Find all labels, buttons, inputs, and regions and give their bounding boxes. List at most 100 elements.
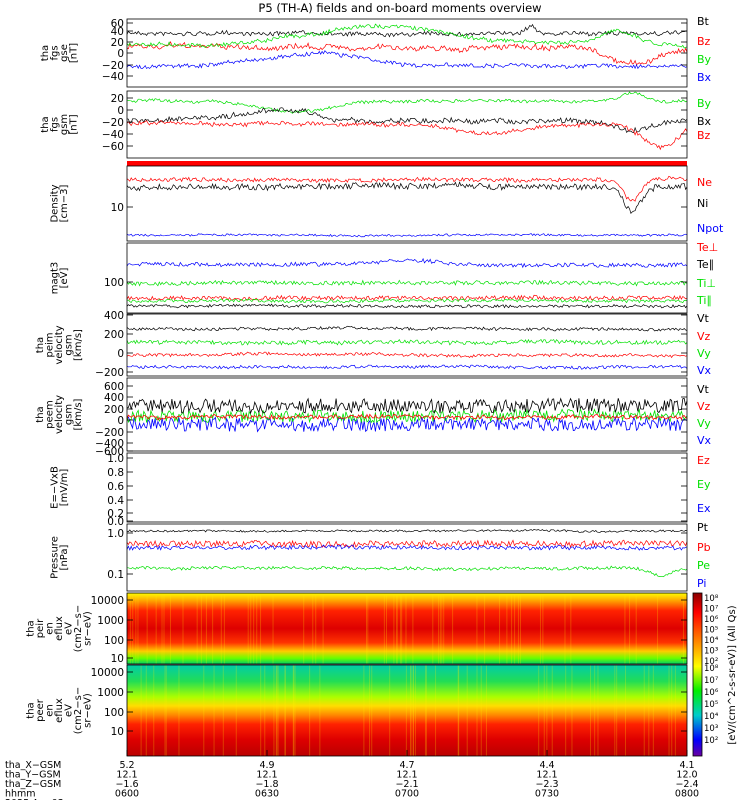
colorbar-tick: 10³ bbox=[704, 724, 718, 734]
y-axis-label: gse bbox=[59, 44, 70, 62]
legend-Vt: Vt bbox=[697, 312, 710, 325]
y-axis-label: magt3 bbox=[49, 262, 60, 295]
y-tick-label: 200 bbox=[104, 404, 124, 416]
spectrogram-peir bbox=[127, 593, 687, 664]
y-tick-label: 0.0 bbox=[107, 516, 124, 528]
y-tick-label: 0.4 bbox=[107, 495, 124, 507]
colorbar-tick: 10⁷ bbox=[704, 605, 719, 615]
trace-density-1 bbox=[126, 181, 688, 214]
legend-Ez: Ez bbox=[697, 454, 710, 467]
panel-density: 10 Density[cm−3] Ne Ni Npot bbox=[49, 161, 724, 242]
trace-peem-2 bbox=[126, 397, 688, 415]
legend-Bx: Bx bbox=[697, 115, 712, 128]
x-tick-label: −2.3 bbox=[535, 779, 558, 790]
legend-Ti⊥: Ti⊥ bbox=[696, 277, 716, 290]
y-axis-label: eflux bbox=[54, 698, 65, 723]
trace-fgs_gsm-2 bbox=[126, 120, 688, 151]
trace-temp-4 bbox=[126, 303, 688, 309]
panel-frame bbox=[126, 313, 688, 377]
y-tick-label: 20 bbox=[111, 37, 124, 49]
panel-temp: 100 magt3[eV] Te⊥ Te∥ Ti⊥ Ti∥ bbox=[49, 241, 718, 314]
trace-peim-2 bbox=[126, 351, 688, 359]
y-axis-label: gsm bbox=[64, 404, 75, 425]
y-axis-label: fgs bbox=[49, 117, 60, 132]
legend-Bz: Bz bbox=[697, 35, 711, 48]
x-tick-label: 4.4 bbox=[539, 760, 554, 771]
plot-title: P5 (TH-A) fields and on-board moments ov… bbox=[258, 1, 541, 15]
x-tick-label: 12.1 bbox=[396, 770, 417, 781]
trace-density-2 bbox=[126, 233, 688, 238]
density-flag-bar bbox=[127, 161, 687, 166]
y-axis-label: fgs bbox=[49, 45, 60, 60]
trace-peim-0 bbox=[126, 325, 688, 332]
x-tick-label: 0730 bbox=[535, 789, 559, 800]
x-tick-label: 12.1 bbox=[116, 770, 137, 781]
legend-Ey: Ey bbox=[697, 478, 711, 491]
colorbar-label: [eV/(cm^2-s-sr-eV)] (All Qs) bbox=[727, 605, 738, 744]
y-tick-label: 60 bbox=[111, 18, 124, 30]
y-axis-label: tha bbox=[40, 116, 51, 132]
y-axis-label: peim bbox=[45, 332, 56, 357]
y-tick-label: 10000 bbox=[91, 595, 124, 607]
colorbar-tick: 10⁶ bbox=[704, 615, 719, 625]
trace-peem-1 bbox=[126, 407, 688, 424]
legend-Bt: Bt bbox=[697, 15, 710, 28]
trace-fgs_gse-0 bbox=[126, 23, 688, 38]
legend-Bz: Bz bbox=[697, 129, 711, 142]
trace-pressure-1 bbox=[126, 539, 688, 549]
colorbar-tick: 10⁴ bbox=[704, 636, 719, 646]
trace-fgs_gse-1 bbox=[126, 41, 688, 66]
y-tick-label: −40 bbox=[102, 71, 124, 83]
y-axis-label: [mV/m] bbox=[59, 469, 70, 507]
y-tick-label: 1.0 bbox=[107, 453, 124, 465]
trace-temp-2 bbox=[126, 294, 688, 301]
x-tick-label: 4.1 bbox=[679, 760, 694, 771]
trace-pressure-2 bbox=[126, 544, 688, 551]
y-tick-label: −40 bbox=[102, 129, 124, 141]
colorbar-tick: 10² bbox=[704, 736, 718, 746]
x-tick-label: 0800 bbox=[675, 789, 699, 800]
y-axis-label: en bbox=[45, 622, 56, 635]
trace-peem-0 bbox=[126, 415, 688, 433]
x-tick-label: 12.0 bbox=[676, 770, 697, 781]
y-tick-label: 0 bbox=[117, 48, 124, 60]
y-tick-label: −200 bbox=[95, 427, 124, 439]
legend-Pe: Pe bbox=[697, 559, 710, 572]
panel-frame bbox=[126, 452, 688, 523]
x-row-label: tha_Y−GSM bbox=[5, 770, 61, 781]
trace-fgs_gsm-0 bbox=[126, 91, 688, 114]
y-axis-label: gsm bbox=[64, 334, 75, 355]
x-tick-label: 4.9 bbox=[259, 760, 274, 771]
legend-Ni: Ni bbox=[697, 197, 708, 210]
y-tick-label: 1000 bbox=[97, 687, 124, 699]
colorbar-tick: 10⁵ bbox=[704, 700, 718, 710]
y-tick-label: 400 bbox=[104, 310, 124, 322]
y-axis-label: sr−eV) bbox=[83, 693, 94, 728]
y-axis-label: sr−eV) bbox=[83, 611, 94, 646]
y-tick-label: −20 bbox=[102, 60, 124, 72]
x-tick-label: 4.7 bbox=[399, 760, 414, 771]
panel-stack: 6040200−20−40thafgsgse[nT]BtBzByBx200−20… bbox=[26, 15, 724, 757]
y-tick-label: 0 bbox=[117, 105, 124, 117]
y-axis-label: [nT] bbox=[68, 43, 79, 63]
x-tick-label: −1.6 bbox=[115, 779, 138, 790]
x-tick-label: −2.4 bbox=[675, 779, 698, 790]
y-tick-label: 0.2 bbox=[107, 508, 124, 520]
y-axis-label: tha bbox=[35, 406, 46, 422]
legend-By: By bbox=[697, 53, 712, 66]
legend-Vt: Vt bbox=[697, 383, 710, 396]
y-tick-label: −600 bbox=[95, 446, 124, 458]
y-tick-label: 10000 bbox=[91, 667, 124, 679]
panel-frame bbox=[126, 165, 688, 242]
panel-frame bbox=[126, 242, 688, 314]
colorbar bbox=[692, 592, 703, 757]
legend-Vz: Vz bbox=[697, 330, 711, 343]
y-axis-label: tha bbox=[26, 702, 37, 718]
colorbar-tick: 10⁸ bbox=[704, 594, 719, 604]
x-tick-label: 0700 bbox=[395, 789, 419, 800]
legend-Bx: Bx bbox=[697, 71, 712, 84]
y-axis-label: Pressure bbox=[49, 536, 60, 579]
